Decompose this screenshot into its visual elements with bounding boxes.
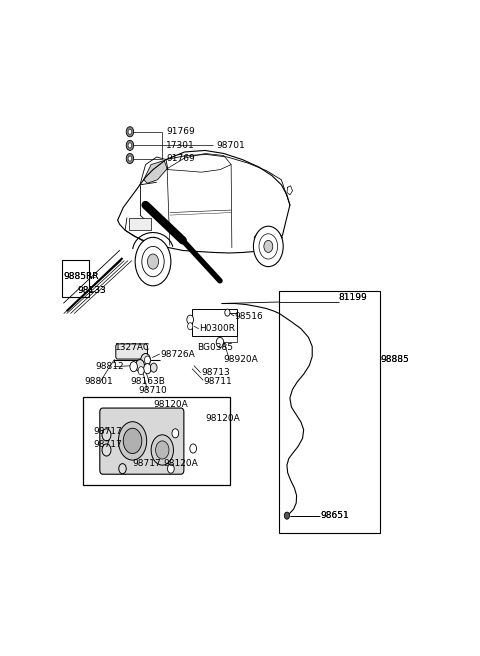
Text: 98651: 98651 [321, 511, 349, 520]
Text: 98717: 98717 [94, 440, 122, 449]
Circle shape [135, 237, 171, 286]
Text: 98717: 98717 [132, 459, 161, 468]
Text: 98701: 98701 [216, 141, 245, 150]
Bar [279, 291, 380, 533]
Circle shape [151, 435, 173, 465]
Text: 98920A: 98920A [224, 354, 258, 363]
Circle shape [126, 140, 133, 150]
Circle shape [138, 367, 144, 375]
Bar [192, 308, 237, 337]
Circle shape [168, 464, 174, 473]
Circle shape [126, 127, 133, 137]
Text: 9885RR: 9885RR [63, 272, 98, 281]
Circle shape [187, 315, 193, 324]
Circle shape [264, 240, 273, 253]
Circle shape [259, 234, 277, 259]
Bar [129, 218, 151, 230]
Circle shape [123, 428, 142, 453]
Circle shape [141, 354, 150, 367]
Circle shape [126, 154, 133, 163]
Circle shape [119, 422, 147, 460]
Text: 98516: 98516 [235, 312, 264, 321]
Text: 81199: 81199 [338, 293, 367, 302]
Text: 98713: 98713 [202, 368, 230, 377]
Text: 91769: 91769 [166, 154, 195, 163]
Text: H0300R: H0300R [200, 324, 236, 333]
Text: 98717: 98717 [94, 427, 122, 436]
Circle shape [147, 254, 158, 269]
Circle shape [128, 143, 132, 148]
Circle shape [102, 429, 111, 441]
Polygon shape [144, 161, 167, 183]
Circle shape [188, 323, 193, 330]
Circle shape [102, 444, 111, 456]
Text: 98163B: 98163B [130, 377, 165, 386]
Bar [62, 260, 89, 297]
Text: 98812: 98812 [96, 362, 124, 371]
Circle shape [172, 429, 179, 438]
Text: 81199: 81199 [338, 293, 367, 302]
Circle shape [142, 247, 164, 277]
Text: BG0385: BG0385 [197, 343, 233, 352]
Circle shape [150, 363, 157, 372]
Circle shape [156, 441, 169, 459]
Bar [83, 397, 230, 485]
Text: 98120A: 98120A [153, 400, 188, 409]
Text: 98133: 98133 [78, 287, 107, 295]
Text: 98710: 98710 [138, 386, 167, 395]
Circle shape [128, 156, 132, 161]
Text: 1327AC: 1327AC [115, 343, 150, 352]
Text: 98885: 98885 [381, 354, 409, 363]
Circle shape [119, 464, 126, 474]
Circle shape [135, 359, 144, 372]
Circle shape [190, 444, 196, 453]
Text: 98885: 98885 [381, 354, 409, 363]
Text: 98726A: 98726A [160, 350, 195, 359]
Circle shape [128, 129, 132, 134]
Circle shape [253, 226, 283, 266]
FancyBboxPatch shape [116, 344, 147, 359]
Text: 9885RR: 9885RR [63, 272, 98, 281]
Circle shape [225, 309, 230, 316]
Circle shape [130, 361, 137, 372]
Text: 98651: 98651 [321, 511, 349, 520]
Circle shape [144, 356, 150, 364]
Circle shape [216, 337, 224, 348]
Text: 98120A: 98120A [163, 459, 198, 468]
Text: 91769: 91769 [166, 127, 195, 136]
Text: 98133: 98133 [78, 287, 107, 295]
Text: 98801: 98801 [84, 377, 113, 386]
Text: 98120A: 98120A [205, 414, 240, 422]
Circle shape [284, 512, 289, 519]
Circle shape [144, 363, 151, 374]
Text: 98711: 98711 [203, 377, 232, 386]
Text: 17301: 17301 [166, 141, 195, 150]
FancyBboxPatch shape [100, 408, 184, 474]
